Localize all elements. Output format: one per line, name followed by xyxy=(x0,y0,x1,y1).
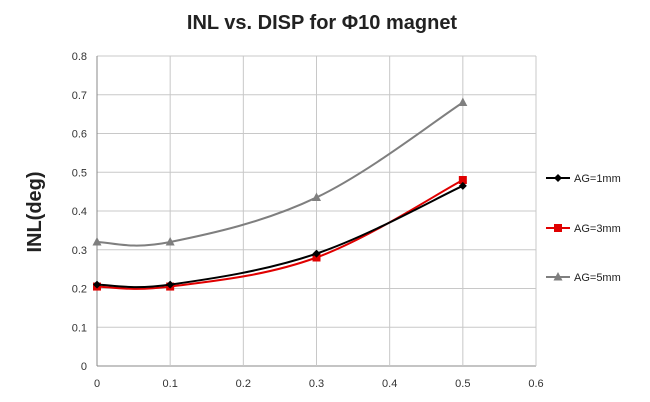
legend-marker-ag-3mm xyxy=(554,224,562,232)
x-tick-label: 0.6 xyxy=(528,378,543,390)
chart-title: INL vs. DISP for Φ10 magnet xyxy=(187,12,458,34)
legend-marker-ag-1mm xyxy=(554,174,562,182)
legend-label-ag-3mm: AG=3mm xyxy=(574,223,621,235)
series-line-ag-1mm xyxy=(96,184,464,289)
data-point-ag-5mm xyxy=(458,97,468,106)
y-tick-label: 0 xyxy=(81,361,87,373)
x-tick-label: 0.2 xyxy=(236,378,251,390)
data-point-ag-1mm xyxy=(312,249,321,258)
y-axis-label: INL(deg) xyxy=(24,171,46,252)
legend-marker-ag-5mm xyxy=(553,272,563,281)
data-point-ag-5mm xyxy=(165,237,175,246)
legend-label-ag-5mm: AG=5mm xyxy=(574,272,621,284)
x-tick-label: 0.5 xyxy=(455,378,470,390)
x-tick-label: 0 xyxy=(94,378,100,390)
plot-area: 0 0.1 0.2 0.3 0.4 0.5 0.6 0.7 0.8 0 0.1 0.2 0.3 0.4 0.… xyxy=(72,51,544,390)
y-tick-label: 0.4 xyxy=(72,206,87,218)
legend: AG=1mm AG=3mm AG=5mm xyxy=(546,173,621,284)
y-tick-label: 0.8 xyxy=(72,51,87,63)
data-point-ag-1mm xyxy=(166,280,175,289)
y-tick-label: 0.1 xyxy=(72,322,87,334)
y-tick-label: 0.5 xyxy=(72,167,87,179)
y-tick-label: 0.7 xyxy=(72,90,87,102)
y-tick-label: 0.2 xyxy=(72,284,87,296)
data-point-ag-1mm xyxy=(93,280,101,289)
legend-label-ag-1mm: AG=1mm xyxy=(574,173,621,185)
data-point-ag-3mm xyxy=(458,176,467,184)
x-tick-label: 0.3 xyxy=(309,378,324,390)
series-line-ag-3mm xyxy=(96,179,464,290)
y-tick-label: 0.6 xyxy=(72,129,87,141)
data-point-ag-1mm xyxy=(458,181,467,190)
x-tick-label: 0.1 xyxy=(163,378,178,390)
series-line-ag-5mm xyxy=(96,101,464,247)
x-tick-label: 0.4 xyxy=(382,378,397,390)
data-point-ag-5mm xyxy=(312,192,321,201)
data-point-ag-5mm xyxy=(92,237,102,246)
y-tick-label: 0.3 xyxy=(72,245,87,257)
